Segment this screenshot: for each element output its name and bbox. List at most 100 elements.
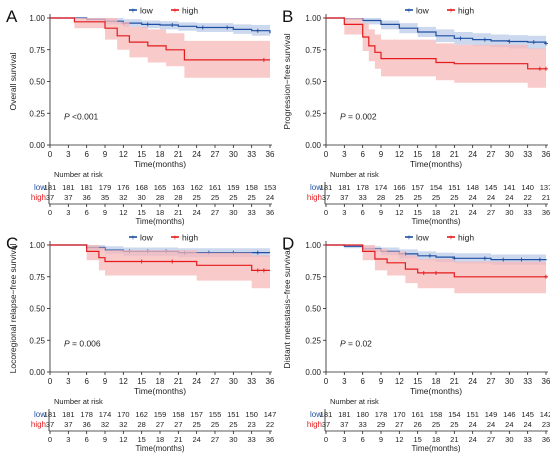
risk-count-high: 26	[413, 420, 421, 429]
y-tick-label: 0.25	[29, 109, 45, 118]
censor-mark-low	[200, 25, 205, 30]
risk-x-tick-label: 3	[66, 435, 70, 444]
x-tick-label: 33	[523, 377, 532, 386]
risk-x-tick-label: 18	[432, 435, 440, 444]
censor-mark-low	[482, 37, 487, 42]
x-tick-label: 0	[48, 377, 53, 386]
risk-x-tick-label: 27	[211, 208, 219, 217]
legend-marker-low: +	[407, 6, 412, 15]
risk-x-tick-label: 15	[137, 208, 145, 217]
risk-count-high: 25	[192, 193, 200, 202]
risk-count-low: 155	[209, 410, 222, 419]
risk-x-tick-label: 15	[413, 435, 421, 444]
risk-x-axis-label: Time(months)	[411, 444, 460, 453]
x-tick-label: 12	[395, 377, 404, 386]
risk-x-tick-label: 12	[395, 435, 403, 444]
risk-count-low: 170	[393, 410, 406, 419]
censor-mark-high	[255, 268, 260, 273]
risk-count-high: 23	[542, 420, 550, 429]
risk-count-high: 37	[64, 193, 72, 202]
risk-count-high: 25	[413, 193, 421, 202]
risk-count-high: 32	[101, 420, 109, 429]
legend-label-high: high	[458, 233, 474, 243]
legend-marker-low: +	[407, 233, 412, 242]
risk-count-high: 24	[468, 193, 476, 202]
risk-count-high: 28	[137, 420, 145, 429]
risk-count-low: 157	[190, 410, 203, 419]
risk-x-tick-label: 9	[103, 435, 107, 444]
x-tick-label: 18	[156, 150, 165, 159]
panel-letter: B	[282, 7, 293, 26]
legend-marker-high: +	[449, 233, 454, 242]
risk-x-axis-label: Time(months)	[135, 444, 184, 453]
risk-x-tick-label: 24	[192, 435, 200, 444]
x-tick-label: 27	[211, 377, 220, 386]
x-tick-label: 15	[413, 377, 422, 386]
x-tick-label: 12	[119, 377, 128, 386]
legend-label-low: low	[140, 6, 154, 16]
risk-count-low: 181	[338, 183, 351, 192]
panel-letter: A	[6, 7, 18, 26]
risk-x-axis-label: Time(months)	[411, 217, 460, 226]
censor-mark-low	[507, 39, 512, 44]
x-tick-label: 9	[103, 150, 108, 159]
x-tick-label: 21	[450, 150, 459, 159]
x-tick-label: 24	[468, 150, 477, 159]
legend-marker-high: +	[173, 6, 178, 15]
risk-row-label-high: high	[31, 193, 46, 202]
risk-x-tick-label: 6	[85, 435, 89, 444]
risk-table-title: Number at risk	[54, 170, 103, 179]
risk-table-title: Number at risk	[54, 397, 103, 406]
x-tick-label: 36	[266, 377, 275, 386]
risk-x-tick-label: 30	[505, 435, 513, 444]
censor-mark-low	[482, 256, 487, 261]
censor-mark-high	[544, 274, 548, 279]
risk-count-high: 27	[395, 420, 403, 429]
risk-count-low: 151	[466, 410, 479, 419]
risk-count-high: 27	[156, 420, 164, 429]
x-axis-label: Time(months)	[134, 159, 186, 169]
y-tick-label: 0.75	[29, 46, 45, 55]
risk-x-tick-label: 3	[342, 208, 346, 217]
legend-label-low: low	[416, 6, 430, 16]
risk-count-low: 174	[375, 183, 388, 192]
risk-x-tick-label: 36	[266, 208, 274, 217]
x-tick-label: 27	[211, 150, 220, 159]
censor-mark-high	[421, 270, 426, 275]
p-value: P = 0.002	[340, 112, 377, 122]
risk-count-high: 37	[64, 420, 72, 429]
risk-row-label-low: low	[310, 410, 322, 419]
risk-count-high: 37	[46, 420, 54, 429]
x-tick-label: 9	[379, 150, 384, 159]
risk-x-tick-label: 3	[342, 435, 346, 444]
y-tick-label: 0.50	[29, 305, 45, 314]
legend-marker-high: +	[449, 6, 454, 15]
risk-table-title: Number at risk	[330, 397, 379, 406]
risk-count-high: 25	[450, 420, 458, 429]
risk-count-high: 29	[377, 420, 385, 429]
risk-count-low: 178	[80, 410, 93, 419]
y-tick-label: 1.00	[305, 241, 321, 250]
risk-x-tick-label: 0	[324, 435, 328, 444]
risk-count-low: 151	[227, 410, 240, 419]
risk-count-low: 145	[521, 410, 534, 419]
y-tick-label: 0.00	[305, 368, 321, 377]
risk-count-high: 22	[523, 193, 531, 202]
risk-count-low: 146	[503, 410, 516, 419]
legend-label-low: low	[416, 233, 430, 243]
risk-x-tick-label: 18	[156, 208, 164, 217]
risk-x-tick-label: 18	[432, 208, 440, 217]
risk-count-low: 181	[320, 183, 333, 192]
y-tick-label: 1.00	[29, 241, 45, 250]
risk-x-tick-label: 24	[468, 208, 476, 217]
risk-row-label-high: high	[307, 420, 322, 429]
risk-count-high: 25	[432, 193, 440, 202]
x-tick-label: 27	[487, 377, 496, 386]
x-tick-label: 3	[66, 150, 71, 159]
risk-x-tick-label: 21	[450, 435, 458, 444]
risk-count-high: 25	[229, 193, 237, 202]
risk-count-low: 151	[448, 183, 461, 192]
risk-x-tick-label: 6	[361, 435, 365, 444]
